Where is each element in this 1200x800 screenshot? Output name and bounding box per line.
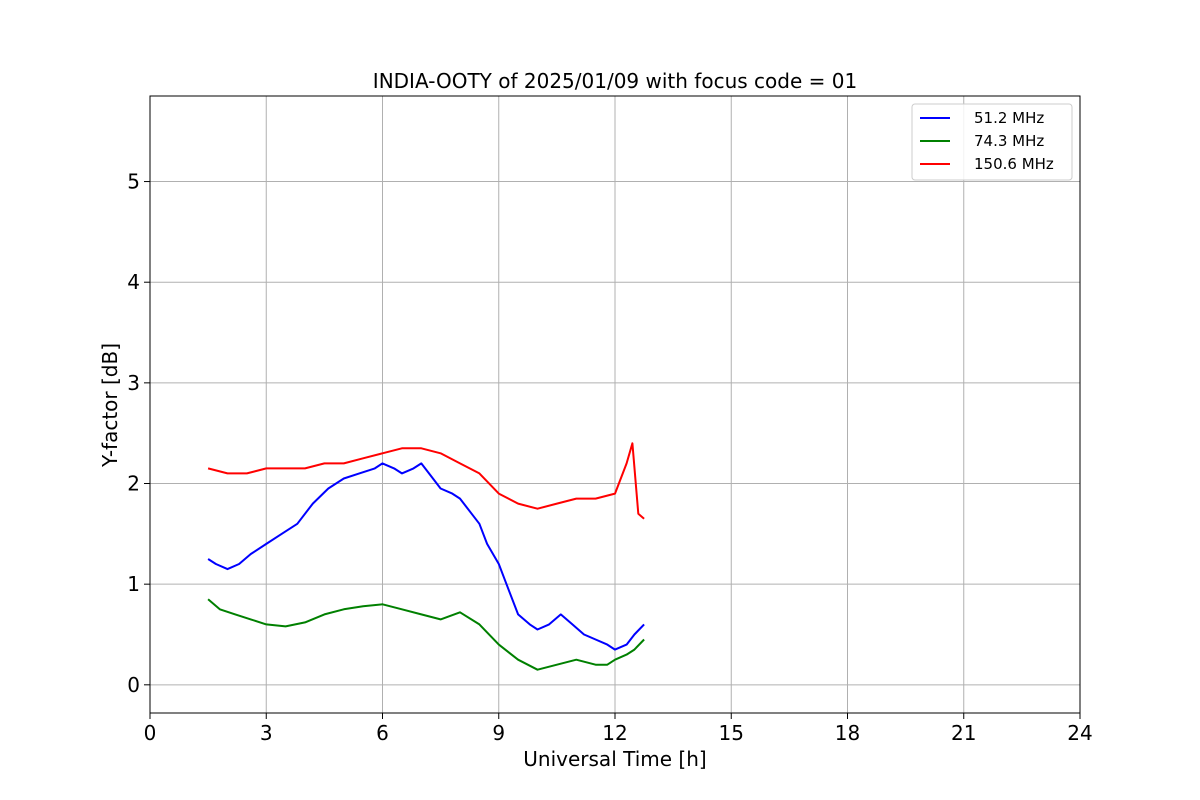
x-tick-label: 6	[376, 721, 389, 745]
x-tick-label: 12	[602, 721, 627, 745]
legend-label: 150.6 MHz	[974, 155, 1054, 173]
legend-label: 74.3 MHz	[974, 132, 1044, 150]
x-tick-label: 21	[951, 721, 976, 745]
x-tick-label: 24	[1067, 721, 1092, 745]
legend-label: 51.2 MHz	[974, 109, 1044, 127]
series-line-0	[207, 462, 645, 651]
x-axis-label: Universal Time [h]	[523, 747, 706, 771]
x-tick-label: 15	[719, 721, 744, 745]
legend-box	[911, 103, 1073, 181]
legend: 51.2 MHz 74.3 MHz 150.6 MHz	[911, 103, 1073, 181]
y-tick-label: 5	[127, 170, 140, 194]
series-line-2	[207, 442, 645, 520]
series-lines	[207, 442, 645, 671]
x-tick-label: 9	[492, 721, 505, 745]
x-tick-label: 0	[144, 721, 157, 745]
grid	[149, 96, 1081, 713]
series-line-1	[207, 598, 645, 671]
y-tick-label: 0	[127, 673, 140, 697]
y-axis-label: Y-factor [dB]	[98, 343, 122, 468]
y-tick-label: 1	[127, 572, 140, 596]
chart-title: INDIA-OOTY of 2025/01/09 with focus code…	[373, 69, 857, 93]
x-tick-label: 18	[835, 721, 860, 745]
y-tick-label: 3	[127, 371, 140, 395]
y-tick-label: 2	[127, 472, 140, 496]
y-tick-label: 4	[127, 270, 140, 294]
x-tick-label: 3	[260, 721, 273, 745]
